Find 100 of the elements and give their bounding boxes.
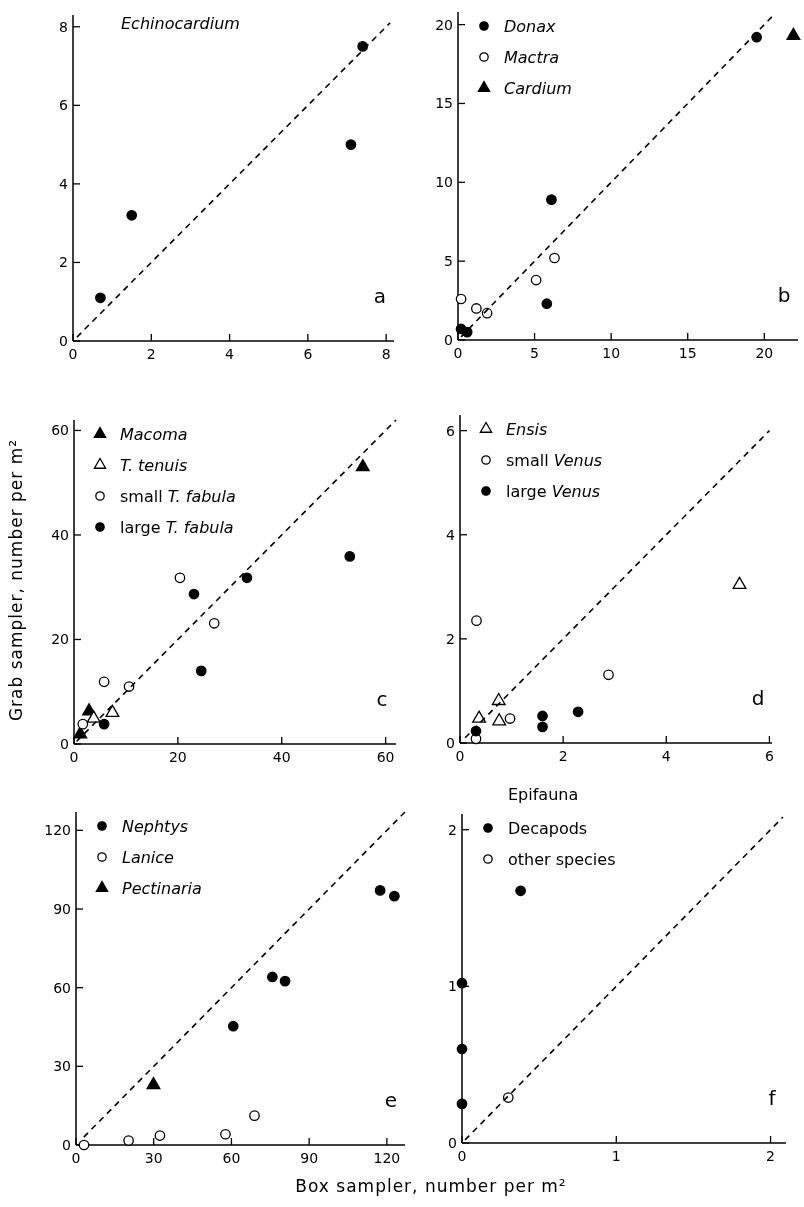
point [471,303,482,314]
legend-label: Lanice [122,848,175,867]
y-tick-label: 15 [435,95,453,112]
point [732,576,747,590]
point [537,710,548,722]
y-tick-label: 120 [44,822,71,839]
x-tick-label: 1 [611,1148,621,1164]
y-tick-label: 20 [51,631,69,648]
y-tick-label: 90 [53,901,71,918]
point [456,977,468,989]
x-tick-label: 120 [373,1150,401,1166]
x-tick-label: 2 [766,1148,776,1164]
point [95,292,106,304]
x-axis-title: Box sampler, number per m² [295,1176,567,1196]
y-tick-label: 4 [446,526,456,543]
point [572,706,584,718]
legend-label: Decapods [508,819,588,838]
x-tick-label: 6 [764,748,774,764]
x-tick-label: 90 [300,1150,319,1166]
point [470,725,482,737]
y-tick-label: 2 [446,630,455,647]
y-tick-label: 0 [444,332,453,348]
point [188,588,200,600]
point [537,721,548,733]
y-tick-label: 2 [448,821,457,838]
y-tick-label: 60 [53,979,71,996]
point [105,704,120,717]
legend-title: Epifauna [508,785,579,804]
y-tick-label: 8 [59,18,68,35]
y-tick-label: 30 [53,1058,71,1075]
y-tick-label: 0 [60,736,69,752]
point [208,617,220,629]
point [123,1135,134,1146]
point [471,615,482,627]
point [504,713,516,724]
x-tick-label: 5 [530,345,540,361]
point [241,572,253,584]
point [751,31,763,43]
point [541,298,553,310]
point [98,718,110,730]
point [146,1076,161,1090]
annotation: e [384,1088,398,1112]
y-axis-title: Grab sampler, number per m² [6,438,26,722]
legend-label: Mactra [504,48,560,67]
x-tick-label: 6 [303,346,313,362]
point [456,1098,468,1110]
annotation: a [373,284,387,308]
y-tick-label: 60 [51,422,69,439]
point [491,692,506,706]
legend-label: small Venus [506,451,603,470]
point [357,41,369,52]
annotation: d [751,686,765,710]
y-tick-label: 4 [59,175,69,192]
point [389,890,400,902]
x-tick-label: 4 [661,748,671,764]
y-tick-label: 1 [448,978,457,995]
x-tick-label: 30 [144,1150,163,1166]
point [77,718,89,730]
legend-label: other species [508,850,616,869]
x-tick-label: 2 [558,748,568,764]
point [344,551,356,562]
point [546,194,557,206]
annotation: c [376,687,388,711]
x-tick-label: 0 [71,1150,81,1166]
annotation: b [777,283,791,307]
legend-label: Ensis [506,420,548,439]
point [530,274,542,286]
legend-label: Donax [504,17,557,36]
point [455,293,467,305]
point [86,710,101,723]
point [279,975,291,987]
legend-label: large T. fabula [120,518,234,537]
y-tick-label: 10 [435,174,453,191]
y-tick-label: 6 [59,97,69,114]
point [154,1130,166,1141]
x-tick-label: 10 [602,345,621,361]
x-tick-label: 20 [755,345,774,361]
chart-title: Echinocardium [121,14,240,33]
y-tick-label: 40 [51,526,69,543]
point [266,971,278,983]
y-tick-label: 0 [446,735,455,751]
y-tick-label: 6 [446,422,456,439]
point [515,885,526,897]
legend-label: large Venus [506,482,601,501]
x-tick-label: 4 [225,346,235,362]
point [345,139,357,150]
point [549,252,560,264]
point [603,669,614,681]
point [456,1043,468,1055]
x-tick-label: 15 [678,345,697,361]
x-tick-label: 8 [381,346,391,362]
x-tick-label: 40 [272,749,291,765]
point [355,459,370,472]
point [786,27,801,40]
y-tick-label: 5 [444,253,453,270]
y-tick-label: 0 [59,333,68,349]
point [195,665,207,677]
point [123,681,135,692]
point [98,676,110,688]
legend-label: small T. fabula [120,487,236,506]
